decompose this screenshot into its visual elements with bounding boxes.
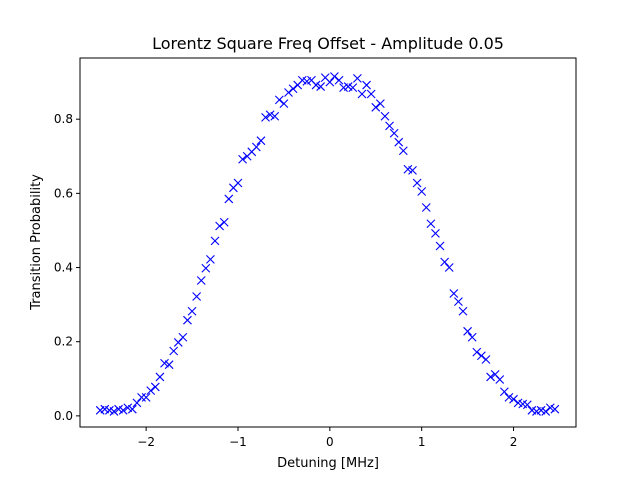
plot-frame: [79, 57, 577, 428]
chart-title: Lorentz Square Freq Offset - Amplitude 0…: [152, 34, 504, 53]
data-point: [385, 121, 394, 131]
data-point: [417, 187, 427, 196]
data-point: [398, 146, 408, 156]
data-point: [408, 165, 417, 175]
data-point: [196, 276, 206, 285]
data-point: [444, 263, 454, 272]
data-point: [288, 84, 298, 94]
data-point: [127, 404, 137, 414]
data-point: [504, 392, 514, 402]
data-point: [486, 372, 495, 382]
data-point: [481, 355, 491, 364]
data-point: [325, 77, 335, 87]
y-tick-label: 0.2: [54, 335, 73, 349]
data-point: [394, 137, 404, 147]
data-point: [224, 194, 234, 204]
data-point: [219, 217, 229, 227]
data-point: [426, 219, 436, 229]
data-point: [366, 89, 376, 99]
data-point: [238, 154, 247, 164]
data-point: [251, 142, 261, 152]
data-point: [541, 407, 551, 416]
y-axis-ticks: 0.0 0.2 0.4 0.6 0.8: [54, 112, 80, 423]
data-point: [440, 257, 450, 267]
data-point: [467, 332, 477, 342]
data-point: [380, 111, 390, 121]
data-point: [109, 407, 119, 416]
data-point: [146, 386, 156, 396]
data-point: [389, 128, 399, 138]
data-point: [192, 292, 202, 301]
data-point: [412, 178, 422, 188]
data-point: [169, 346, 179, 356]
data-point: [472, 347, 482, 357]
data-point: [132, 398, 142, 408]
data-point: [421, 203, 431, 212]
data-point: [316, 82, 326, 91]
data-point: [550, 404, 560, 414]
data-point: [206, 254, 215, 264]
data-point: [183, 315, 192, 325]
data-point: [495, 375, 505, 384]
data-point: [201, 263, 211, 273]
x-tick-label: −2: [137, 435, 155, 449]
y-axis-label: Transition Probability: [29, 174, 44, 311]
data-point: [477, 351, 486, 361]
data-point: [233, 178, 243, 188]
data-point: [284, 88, 293, 97]
data-point: [353, 74, 362, 83]
data-point: [431, 229, 440, 238]
data-point: [357, 89, 367, 99]
x-tick-label: 1: [418, 435, 426, 449]
data-point: [435, 241, 445, 251]
data-points: [95, 72, 560, 416]
x-axis-ticks: −2 −1 0 1 2: [137, 427, 517, 449]
data-point: [164, 360, 174, 370]
data-point: [449, 289, 459, 298]
x-tick-label: −1: [229, 435, 247, 449]
data-point: [522, 400, 532, 410]
data-point: [178, 332, 188, 342]
x-axis-label: Detuning [MHz]: [277, 456, 379, 471]
data-point: [118, 405, 128, 415]
data-point: [463, 326, 473, 336]
data-point: [334, 75, 344, 85]
data-point: [215, 221, 225, 231]
y-tick-label: 0.6: [54, 186, 73, 200]
data-point: [330, 72, 339, 81]
data-point: [362, 80, 371, 90]
y-tick-label: 0.0: [54, 409, 73, 423]
data-point: [141, 392, 151, 402]
data-point: [187, 306, 197, 316]
data-point: [499, 387, 509, 397]
data-point: [261, 112, 270, 122]
data-point: [210, 236, 220, 246]
data-point: [371, 102, 381, 112]
data-point: [155, 372, 165, 382]
y-tick-label: 0.4: [54, 261, 73, 275]
y-tick-label: 0.8: [54, 112, 73, 126]
data-point: [375, 99, 385, 109]
data-point: [274, 95, 284, 105]
data-point: [509, 394, 518, 404]
data-point: [279, 99, 289, 109]
x-tick-label: 2: [510, 435, 518, 449]
x-tick-label: 0: [326, 435, 334, 449]
data-point: [256, 136, 266, 146]
data-point: [458, 306, 468, 316]
data-point: [454, 297, 463, 307]
data-point: [150, 382, 160, 392]
data-point: [348, 83, 358, 93]
data-point: [270, 111, 280, 121]
